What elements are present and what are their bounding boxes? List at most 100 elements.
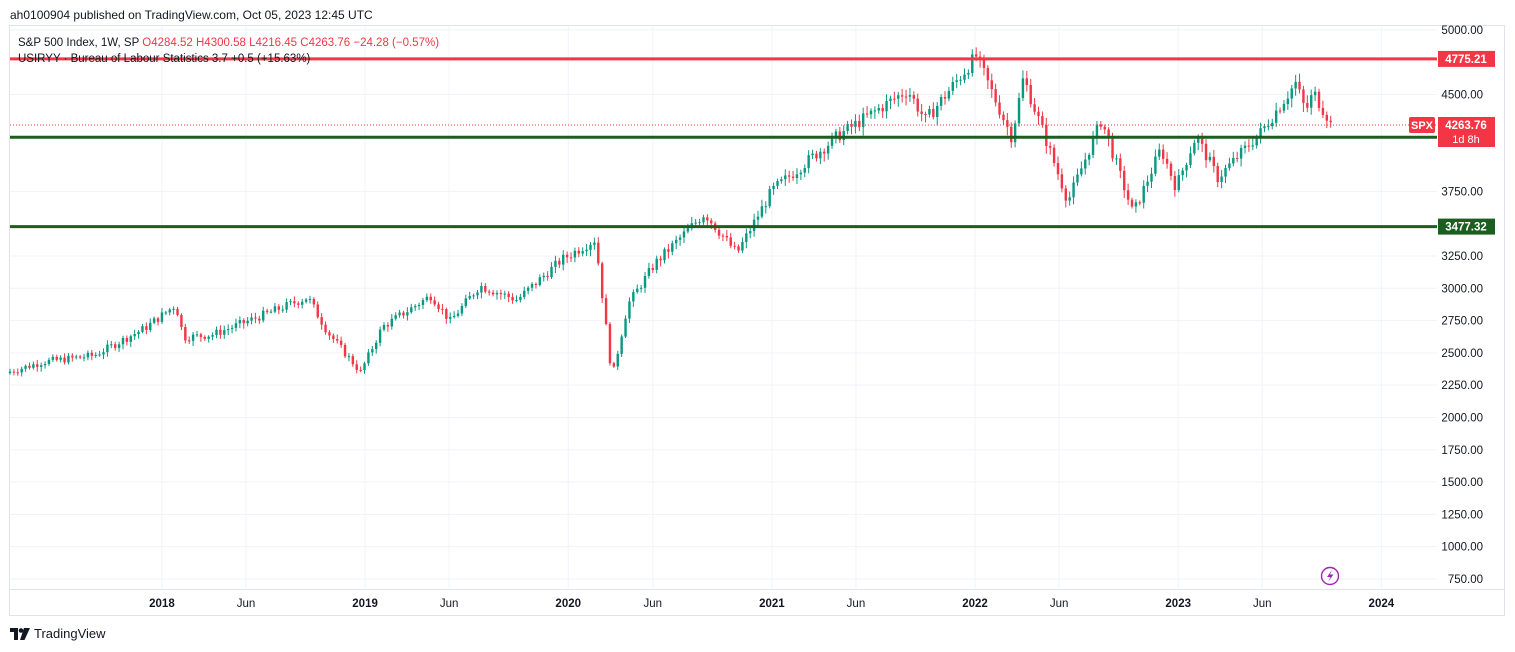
candle-body — [262, 310, 265, 321]
candle-body — [94, 354, 97, 356]
candle-body — [1329, 120, 1332, 123]
candle-body — [826, 145, 830, 154]
candle-body — [710, 220, 713, 224]
candle-body — [912, 95, 916, 99]
candle-body — [1006, 120, 1009, 127]
chart-legend[interactable]: S&P 500 Index, 1W, SP O4284.52 H4300.58 … — [18, 35, 439, 67]
candle-body — [1033, 104, 1036, 112]
candle-body — [737, 246, 740, 251]
candle-body — [608, 324, 612, 364]
candle-body — [39, 365, 43, 367]
candle-body — [106, 344, 109, 353]
legend-open: 4284.52 — [151, 37, 193, 49]
candle-body — [375, 342, 378, 350]
candle-body — [760, 206, 764, 217]
y-tick-label: 1500.00 — [1441, 477, 1483, 489]
candle-body — [924, 114, 927, 116]
candle-body — [421, 300, 425, 305]
candle-body — [511, 297, 514, 301]
candle-body — [293, 301, 296, 304]
candle-body — [1271, 122, 1274, 127]
candle-body — [1317, 91, 1321, 108]
y-tick-label: 1000.00 — [1441, 542, 1483, 554]
candle-body — [476, 292, 479, 296]
candle-body — [936, 105, 939, 118]
candle-body — [815, 153, 818, 159]
legend-close-label: C — [300, 37, 309, 49]
candle-body — [297, 303, 300, 305]
candle-body — [932, 108, 935, 118]
price-axis[interactable]: 750.00 1000.00 1250.00 1500.00 1750.00 2000.0… — [1441, 25, 1483, 586]
candle-body — [530, 283, 534, 288]
candle-body — [795, 174, 799, 178]
candle-body — [1154, 156, 1157, 174]
candle-body — [1286, 98, 1290, 105]
time-axis[interactable]: 2018 Jun 2019 Jun 2020 Jun 2021 Jun 2022 Jun 2023 J… — [10, 589, 1505, 611]
candle-body — [351, 356, 355, 365]
candle-body — [1310, 95, 1313, 108]
candle-body — [612, 363, 616, 367]
candle-body — [484, 286, 487, 292]
candle-body — [71, 355, 74, 358]
candle-body — [1091, 136, 1095, 155]
candle-body — [289, 301, 292, 303]
candle-body — [188, 340, 191, 342]
candle-body — [382, 325, 386, 330]
candle-body — [1123, 170, 1126, 191]
candle-body — [445, 309, 448, 319]
bolt-icon[interactable] — [1320, 566, 1340, 586]
candle-body — [12, 371, 16, 373]
candle-body — [180, 314, 183, 328]
x-tick-label: Jun — [1253, 598, 1272, 610]
candle-body — [1002, 114, 1005, 121]
candle-body — [620, 336, 623, 354]
candle-body — [1064, 188, 1067, 201]
candle-body — [223, 330, 226, 335]
candle-body — [363, 363, 366, 370]
candle-body — [141, 326, 144, 332]
bar-countdown-label: 1d 8h — [1452, 134, 1480, 146]
candle-body — [308, 299, 312, 301]
candle-body — [480, 286, 483, 293]
candle-body — [515, 300, 518, 302]
candle-body — [1119, 158, 1122, 171]
tradingview-brand: TradingView — [34, 626, 106, 641]
candle-body — [441, 308, 444, 310]
candle-body — [468, 296, 471, 299]
candle-body — [565, 254, 569, 258]
candle-body — [1017, 98, 1021, 124]
candle-body — [768, 188, 771, 207]
candle-body — [1080, 168, 1083, 175]
candle-body — [1029, 85, 1032, 105]
candle-body — [1158, 149, 1161, 157]
candle-body — [671, 243, 674, 252]
candle-body — [604, 298, 608, 325]
grid-lines — [10, 26, 1437, 588]
candle-body — [1181, 170, 1184, 176]
candle-body — [110, 344, 113, 346]
candle-body — [830, 135, 834, 146]
candle-body — [371, 349, 374, 353]
candle-body — [636, 288, 639, 293]
candle-body — [43, 363, 47, 366]
candle-body — [963, 74, 966, 80]
candle-body — [176, 308, 179, 315]
candle-body — [990, 80, 993, 90]
symbol-badge — [1409, 116, 1435, 133]
candle-body — [1021, 78, 1025, 99]
y-tick-label: 1250.00 — [1441, 509, 1483, 521]
candle-body — [624, 318, 627, 337]
candle-body — [639, 287, 643, 289]
candle-body — [433, 300, 436, 305]
candle-body — [1103, 126, 1106, 130]
candle-body — [254, 317, 257, 319]
candle-body — [1212, 156, 1216, 166]
candle-body — [834, 131, 838, 136]
tradingview-logo[interactable]: TradingView — [10, 626, 106, 641]
candle-body — [706, 217, 709, 221]
candle-body — [359, 369, 362, 371]
candle-body — [168, 309, 171, 313]
y-tick-label: 3250.00 — [1441, 251, 1483, 263]
